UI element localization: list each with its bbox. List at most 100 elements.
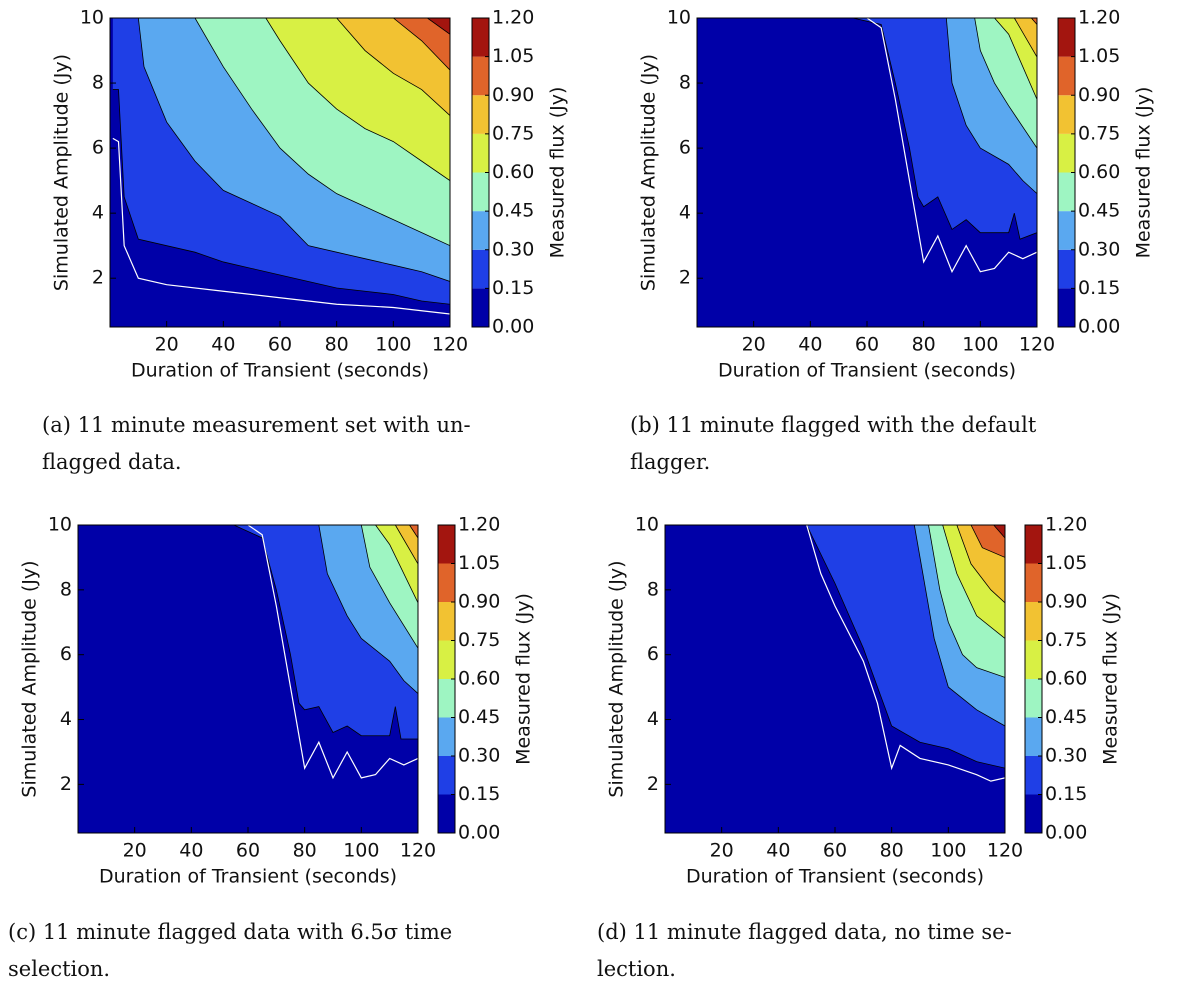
threshold-line (112, 137, 450, 315)
threshold-line (247, 525, 418, 780)
colorbar-label: Measured flux (Jy) (513, 593, 535, 765)
contour-line (956, 525, 1005, 604)
contour-line (112, 89, 450, 305)
contour-fill (971, 525, 1005, 558)
colorbar-cell (438, 794, 455, 833)
colorbar-cell (1025, 679, 1042, 718)
colorbar-tick-label: 0.15 (492, 277, 534, 299)
colorbar-cell (1058, 18, 1075, 57)
caption: (d) 11 minute flagged data, no time se- (597, 920, 1012, 944)
y-axis-label: Simulated Amplitude (Jy) (606, 560, 628, 797)
colorbar-tick-label: 0.60 (1045, 668, 1087, 690)
colorbar-tick-label: 1.20 (1045, 514, 1087, 536)
colorbar-cell (1058, 288, 1075, 327)
contour-line (394, 525, 418, 565)
colorbar-cell (472, 288, 489, 327)
colorbar-cell (1025, 563, 1042, 602)
x-tick-label: 60 (855, 334, 879, 356)
x-tick-label: 120 (432, 334, 468, 356)
caption: (a) 11 minute measurement set with un- (42, 413, 471, 437)
colorbar-cell (1058, 95, 1075, 134)
colorbar-cell (1025, 794, 1042, 833)
y-tick-label: 2 (60, 773, 72, 795)
colorbar-cell (472, 18, 489, 57)
colorbar-tick-label: 0.60 (1078, 161, 1120, 183)
x-tick-label: 40 (766, 840, 790, 862)
x-tick-label: 100 (962, 334, 998, 356)
contour-line (265, 18, 450, 181)
colorbar-cell (1025, 756, 1042, 795)
colorbar-tick-label: 0.75 (492, 122, 534, 144)
colorbar-label: Measured flux (Jy) (1133, 87, 1155, 259)
colorbar-tick-label: 1.05 (458, 552, 500, 574)
y-tick-label: 6 (679, 137, 691, 159)
y-tick-label: 8 (92, 72, 104, 94)
colorbar-tick-label: 0.15 (1045, 783, 1087, 805)
colorbar-cell (438, 756, 455, 795)
contour-line (806, 525, 1005, 769)
colorbar-tick-label: 1.20 (1078, 7, 1120, 29)
contour-line (942, 525, 1005, 639)
contour-line (1013, 18, 1037, 58)
colorbar-tick-label: 0.75 (458, 629, 500, 651)
y-tick-label: 8 (60, 578, 72, 600)
colorbar-cell (472, 95, 489, 134)
x-tick-label: 40 (211, 334, 235, 356)
contour-line (336, 18, 450, 116)
panel: 20 40 60 80 100 120 2 4 6 8 10 Duration of Transien… (597, 514, 1122, 982)
colorbar-tick-label: 0.45 (1045, 706, 1087, 728)
plot-area (78, 525, 418, 833)
colorbar-cell (438, 717, 455, 756)
colorbar-cell (472, 172, 489, 212)
threshold-line (866, 18, 1037, 274)
x-tick-label: 100 (375, 334, 411, 356)
contour-line (427, 18, 450, 35)
x-tick-label: 20 (155, 334, 179, 356)
x-tick-label: 100 (343, 840, 379, 862)
contour-line (928, 525, 1005, 678)
y-tick-label: 8 (679, 72, 691, 94)
colorbar-tick-label: 1.05 (1078, 45, 1120, 67)
colorbar-cell (1025, 717, 1042, 756)
colorbar-tick-label: 0.00 (492, 316, 534, 338)
contour-line (318, 525, 418, 694)
x-axis-label: Duration of Transient (seconds) (131, 360, 429, 382)
y-axis-label: Simulated Amplitude (Jy) (51, 54, 73, 291)
colorbar-tick-label: 0.90 (492, 84, 534, 106)
colorbar-tick-label: 0.15 (1078, 277, 1120, 299)
colorbar-cell (472, 133, 489, 173)
colorbar-cell (438, 640, 455, 679)
colorbar-tick-label: 0.45 (492, 200, 534, 222)
contour-line (994, 18, 1037, 100)
y-tick-label: 4 (60, 708, 72, 730)
colorbar-tick-label: 0.30 (492, 238, 534, 260)
y-tick-label: 6 (647, 643, 659, 665)
caption: (b) 11 minute flagged with the default (630, 413, 1037, 437)
y-tick-label: 10 (667, 7, 691, 29)
y-tick-label: 8 (647, 578, 659, 600)
colorbar-cell (1058, 56, 1075, 96)
contour-line (375, 525, 418, 603)
x-tick-label: 20 (123, 840, 147, 862)
contour-line (970, 525, 1005, 558)
colorbar-cell (438, 602, 455, 641)
x-tick-label: 20 (742, 334, 766, 356)
x-axis-label: Duration of Transient (seconds) (686, 866, 984, 888)
colorbar-tick-label: 1.05 (1045, 552, 1087, 574)
contour-fill (336, 18, 450, 116)
plot-area (697, 18, 1037, 327)
contour-line (137, 18, 450, 282)
caption: (c) 11 minute flagged data with 6.5σ tim… (8, 920, 452, 944)
caption: selection. (8, 957, 110, 981)
x-tick-label: 80 (912, 334, 936, 356)
y-tick-label: 10 (80, 7, 104, 29)
colorbar-cell (1058, 211, 1075, 250)
y-tick-label: 4 (679, 202, 691, 224)
colorbar-cell (1025, 525, 1042, 564)
x-tick-label: 80 (293, 840, 317, 862)
contour-line (913, 525, 1005, 727)
y-axis-label: Simulated Amplitude (Jy) (638, 54, 660, 291)
contour-line (993, 525, 1005, 539)
colorbar-tick-label: 1.05 (492, 45, 534, 67)
